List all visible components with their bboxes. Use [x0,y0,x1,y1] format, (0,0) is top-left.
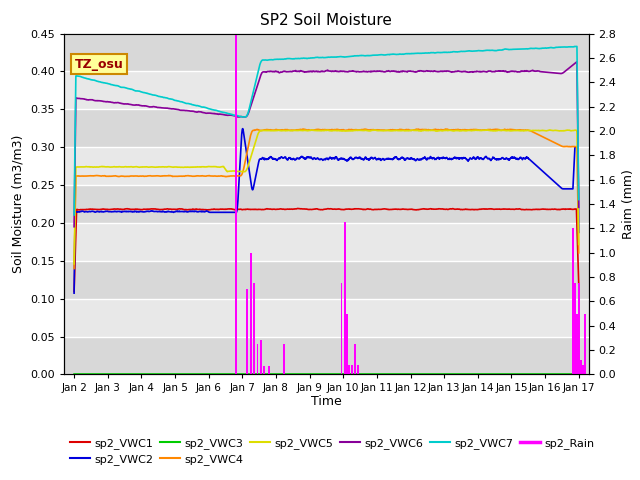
Bar [344,222,346,374]
Bar [348,365,350,374]
Bar [268,366,270,374]
Y-axis label: Raim (mm): Raim (mm) [622,169,635,239]
Bar [584,313,586,374]
Bar [578,283,580,374]
Bar [346,313,348,374]
Bar [64,34,589,72]
Bar [260,340,262,374]
Bar [582,365,584,374]
Legend: sp2_VWC1, sp2_VWC2, sp2_VWC3, sp2_VWC4, sp2_VWC5, sp2_VWC6, sp2_VWC7, sp2_Rain: sp2_VWC1, sp2_VWC2, sp2_VWC3, sp2_VWC4, … [70,438,595,465]
Bar [580,360,582,374]
Title: SP2 Soil Moisture: SP2 Soil Moisture [260,13,392,28]
Bar [573,283,575,374]
Bar [64,261,589,299]
Bar [284,344,285,374]
Bar [351,365,353,374]
Bar [250,252,252,374]
Bar [64,336,589,374]
Bar [357,365,359,374]
Text: TZ_osu: TZ_osu [74,58,124,71]
Bar [263,366,265,374]
Bar [257,344,259,374]
Bar [64,72,589,109]
Bar [253,283,255,374]
Bar [236,34,237,374]
Bar [64,147,589,185]
Bar [64,185,589,223]
X-axis label: Time: Time [311,395,342,408]
Bar [246,289,248,374]
Bar [340,283,342,374]
Bar [576,313,578,374]
Bar [64,109,589,147]
Y-axis label: Soil Moisture (m3/m3): Soil Moisture (m3/m3) [12,135,25,273]
Bar [64,299,589,336]
Bar [572,228,573,374]
Bar [64,223,589,261]
Bar [354,344,356,374]
